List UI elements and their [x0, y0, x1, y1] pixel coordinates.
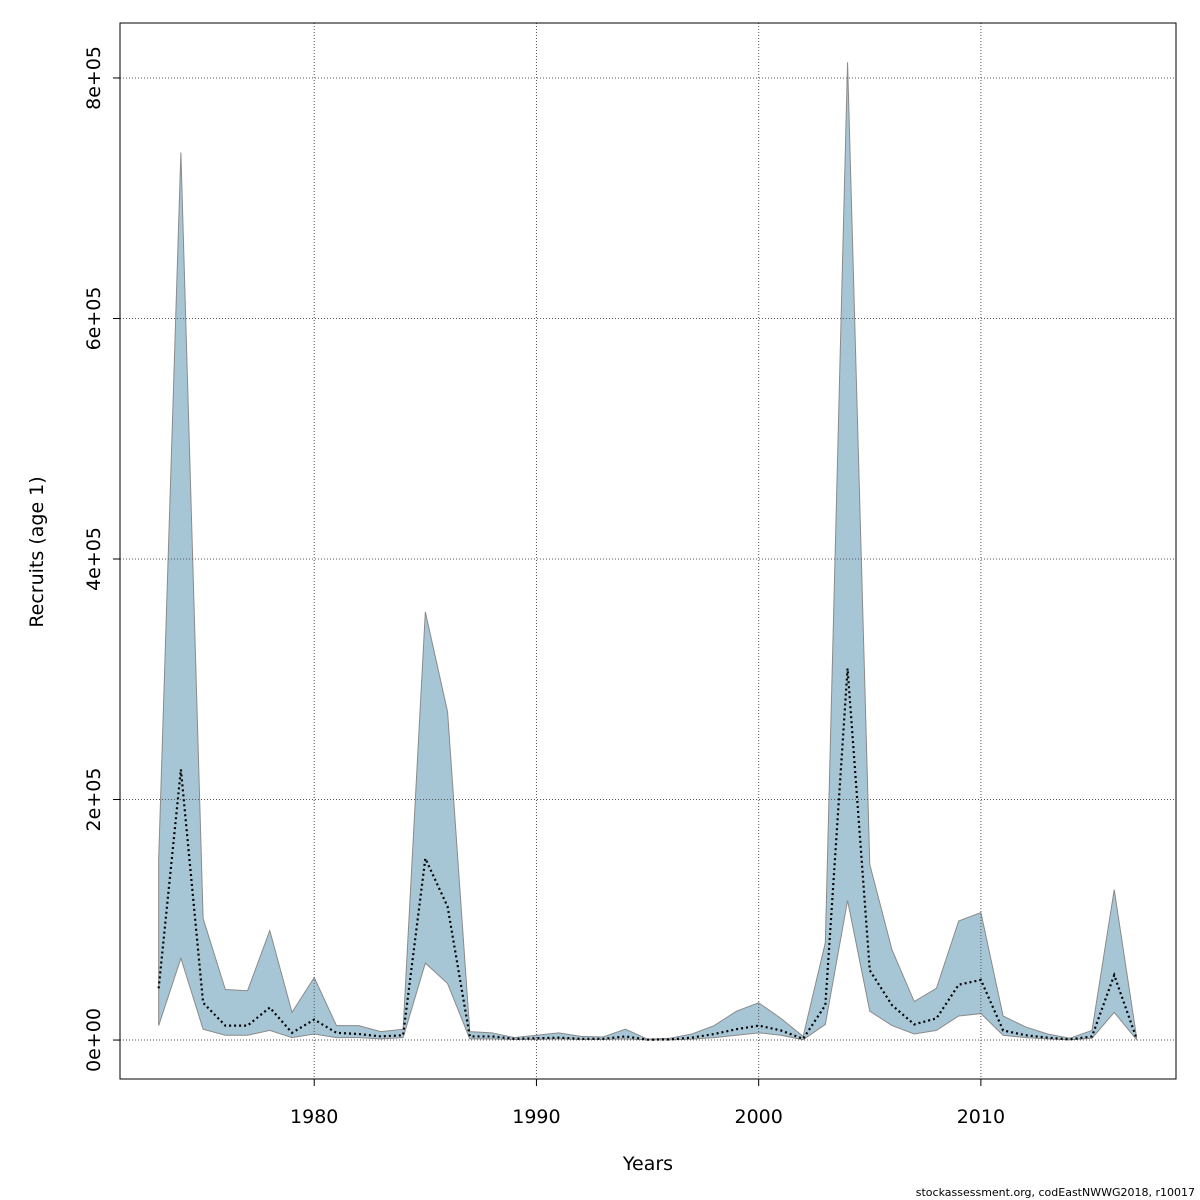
estimate-line: [157, 668, 1138, 1041]
footer: stockassessment.org, codEastNWWG2018, r1…: [916, 1186, 1195, 1199]
confidence-band: [158, 62, 1137, 1041]
x-tick-label: 2010: [957, 1106, 1005, 1128]
y-tick-label: 8e+05: [83, 46, 105, 110]
plot-frame: [119, 22, 1177, 1080]
x-axis-label: Years: [622, 1153, 673, 1175]
y-tick-label: 4e+05: [83, 527, 105, 591]
x-tick-label: 1990: [512, 1106, 560, 1128]
x-tick-label: 2000: [734, 1106, 782, 1128]
x-tick-label: 1980: [290, 1106, 338, 1128]
y-tick-label: 0e+00: [83, 1008, 105, 1072]
y-tick-label: 6e+05: [83, 287, 105, 351]
y-tick-label: 2e+05: [83, 768, 105, 832]
y-axis-label: Recruits (age 1): [26, 476, 48, 627]
